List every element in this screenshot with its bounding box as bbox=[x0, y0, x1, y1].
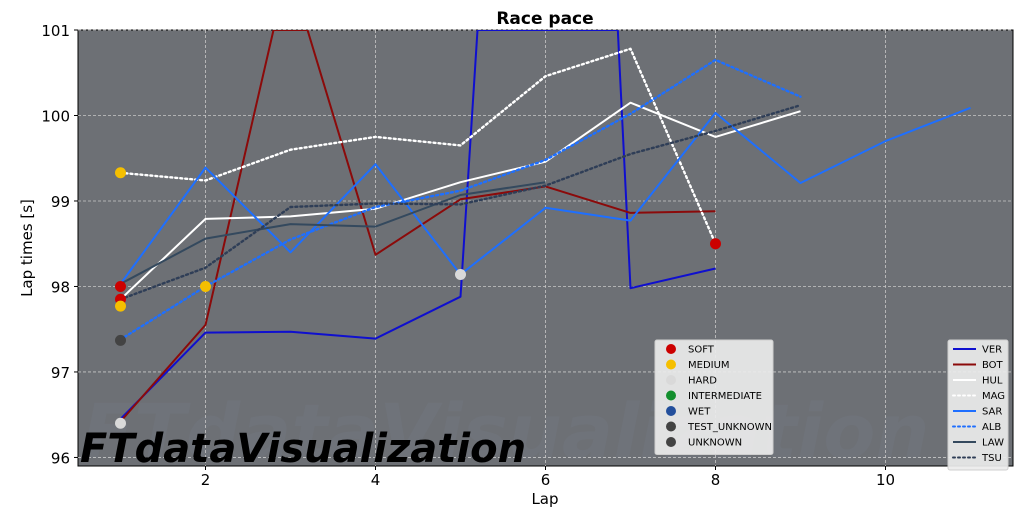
legend-label-unknown: UNKNOWN bbox=[688, 438, 742, 449]
compound-legend: SOFT MEDIUM HARD INTERMEDIATE WET TEST_UNKNOW… bbox=[654, 339, 774, 455]
driver-legend-box bbox=[947, 339, 1009, 471]
chart-title: Race pace bbox=[496, 9, 593, 29]
legend-label-tsu: TSU bbox=[981, 453, 1002, 464]
compound-legend-box bbox=[654, 339, 774, 455]
driver-legend: VER BOT HUL MAG SAR ALB LAW TSU bbox=[947, 339, 1009, 471]
legend-label-hard: HARD bbox=[688, 376, 717, 387]
legend-label-hul: HUL bbox=[982, 376, 1003, 387]
legend-label-law: LAW bbox=[982, 438, 1004, 449]
compound-marker-soft bbox=[115, 280, 126, 292]
y-tick-label: 98 bbox=[51, 278, 70, 296]
y-tick-label: 99 bbox=[51, 193, 70, 211]
legend-swatch-soft bbox=[666, 344, 676, 354]
series-line-sar bbox=[119, 106, 971, 285]
watermark-text: FTdataVisualization bbox=[80, 426, 526, 472]
legend-swatch-intermediate bbox=[666, 390, 676, 401]
y-tick-label: 101 bbox=[41, 22, 70, 40]
series-line-alb bbox=[119, 58, 802, 341]
legend-swatch-hard bbox=[666, 375, 676, 385]
legend-swatch-medium bbox=[666, 359, 676, 370]
series-line-law bbox=[120, 181, 546, 285]
compound-marker-hard bbox=[455, 269, 466, 281]
x-tick-label: 4 bbox=[371, 471, 381, 489]
legend-label-intermediate: INTERMEDIATE bbox=[688, 391, 762, 402]
legend-label-alb: ALB bbox=[982, 422, 1001, 433]
legend-label-medium: MEDIUM bbox=[688, 360, 730, 371]
watermark-faded-text: FTdataVisualization bbox=[82, 387, 930, 476]
series-line-ver bbox=[119, 30, 716, 420]
compound-marker-hard bbox=[115, 417, 126, 429]
legend-label-bot: BOT bbox=[982, 360, 1004, 371]
legend-label-sar: SAR bbox=[982, 407, 1002, 418]
legend-label-soft: SOFT bbox=[688, 345, 715, 356]
series-lines bbox=[119, 30, 971, 423]
compound-marker-unknown bbox=[115, 334, 126, 346]
legend-swatch-wet bbox=[666, 406, 676, 416]
legend-swatch-unknown bbox=[666, 437, 676, 447]
legend-label-ver: VER bbox=[982, 345, 1002, 356]
legend-label-test_unknown: TEST_UNKNOWN bbox=[687, 422, 772, 433]
y-tick-label: 96 bbox=[51, 449, 70, 467]
series-line-hul bbox=[119, 101, 801, 301]
legend-label-wet: WET bbox=[688, 407, 711, 418]
series-line-mag bbox=[119, 47, 717, 245]
x-axis-title: Lap bbox=[531, 490, 558, 508]
axis-ticks: 2 4 6 8 10 96 97 98 99 100 101 bbox=[41, 22, 895, 489]
compound-marker-medium bbox=[200, 280, 211, 292]
y-tick-label: 100 bbox=[41, 107, 70, 125]
x-tick-label: 6 bbox=[541, 471, 551, 489]
watermark-background: FTdataVisualization bbox=[82, 387, 930, 476]
compound-marker-medium bbox=[115, 167, 126, 179]
y-tick-label: 97 bbox=[51, 364, 70, 382]
compound-markers bbox=[115, 167, 721, 429]
series-line-bot bbox=[119, 30, 716, 423]
compound-marker-medium bbox=[115, 300, 126, 312]
legend-swatch-test_unknown bbox=[666, 421, 676, 432]
series-line-tsu bbox=[119, 103, 802, 301]
compound-marker-soft bbox=[710, 238, 721, 250]
x-tick-label: 8 bbox=[711, 471, 721, 489]
legend-label-mag: MAG bbox=[982, 391, 1005, 402]
x-tick-label: 2 bbox=[201, 471, 211, 489]
x-tick-label: 10 bbox=[876, 471, 895, 489]
y-axis-title: Lap times [s] bbox=[18, 199, 36, 297]
